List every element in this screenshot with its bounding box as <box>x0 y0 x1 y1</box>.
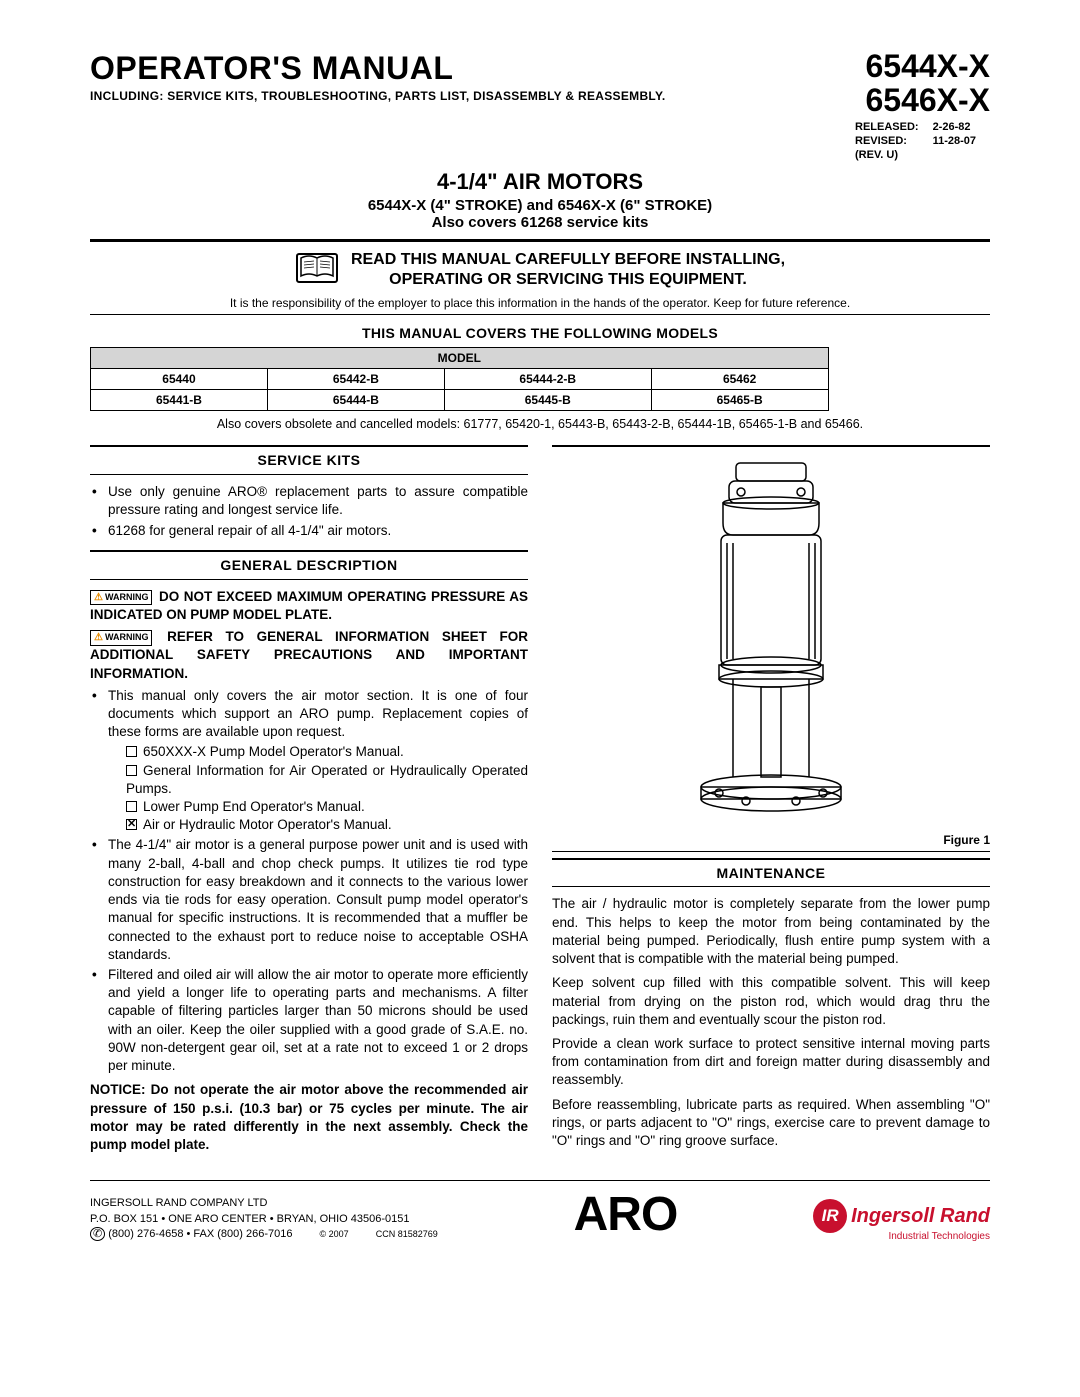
check-item: Lower Pump End Operator's Manual. <box>126 798 528 816</box>
maintenance-p2: Keep solvent cup filled with this compat… <box>552 974 990 1029</box>
released-date: 2-26-82 <box>933 121 988 133</box>
phone-icon: ✆ <box>90 1227 105 1241</box>
footer-address: P.O. BOX 151 • ONE ARO CENTER • BRYAN, O… <box>90 1212 438 1227</box>
general-list: This manual only covers the air motor se… <box>90 687 528 1076</box>
air-motor-icon <box>661 455 881 825</box>
rev-label: (REV. U) <box>855 149 931 161</box>
header-right: 6544X-X 6546X-X RELEASED:2-26-82 REVISED… <box>853 50 990 163</box>
footer: INGERSOLL RAND COMPANY LTD P.O. BOX 151 … <box>90 1180 990 1242</box>
checklist: 650XXX-X Pump Model Operator's Manual. G… <box>108 743 528 834</box>
product-sub1: 6544X-X (4" STROKE) and 6546X-X (6" STRO… <box>90 197 990 214</box>
checkbox-icon <box>126 801 137 812</box>
read-warning-line1: READ THIS MANUAL CAREFULLY BEFORE INSTAL… <box>351 250 785 270</box>
product-title: 4-1/4" AIR MOTORS <box>90 169 990 195</box>
obsolete-note: Also covers obsolete and cancelled model… <box>90 417 990 431</box>
divider <box>90 314 990 315</box>
general-warning-1: WARNING DO NOT EXCEED MAXIMUM OPERATING … <box>90 588 528 624</box>
checkbox-icon <box>126 746 137 757</box>
ingersoll-rand-logo: IR Ingersoll Rand Industrial Technologie… <box>813 1199 990 1242</box>
release-info: RELEASED:2-26-82 REVISED:11-28-07 (REV. … <box>853 119 990 163</box>
product-block: 4-1/4" AIR MOTORS 6544X-X (4" STROKE) an… <box>90 169 990 231</box>
maintenance-p3: Provide a clean work surface to protect … <box>552 1035 990 1090</box>
service-kits-list: Use only genuine ARO® replacement parts … <box>90 483 528 540</box>
service-kits-heading: SERVICE KITS <box>90 445 528 475</box>
check-item: Air or Hydraulic Motor Operator's Manual… <box>126 816 528 834</box>
models-heading: THIS MANUAL COVERS THE FOLLOWING MODELS <box>90 325 990 341</box>
list-item: This manual only covers the air motor se… <box>104 687 528 835</box>
maintenance-heading: MAINTENANCE <box>552 858 990 888</box>
maintenance-p1: The air / hydraulic motor is completely … <box>552 895 990 968</box>
footer-phone: (800) 276-4658 • FAX (800) 266-7016 <box>108 1228 292 1240</box>
warning-icon: WARNING <box>90 630 152 646</box>
content-columns: SERVICE KITS Use only genuine ARO® repla… <box>90 445 990 1156</box>
read-warning-block: READ THIS MANUAL CAREFULLY BEFORE INSTAL… <box>90 250 990 290</box>
figure-1: Figure 1 <box>552 445 990 851</box>
maintenance-body: The air / hydraulic motor is completely … <box>552 895 990 1150</box>
warning-icon: WARNING <box>90 590 152 606</box>
ir-circle-icon: IR <box>813 1199 847 1233</box>
list-item: 61268 for general repair of all 4-1/4" a… <box>104 522 528 540</box>
left-column: SERVICE KITS Use only genuine ARO® repla… <box>90 445 528 1156</box>
general-heading: GENERAL DESCRIPTION <box>90 550 528 580</box>
list-item: Filtered and oiled air will allow the ai… <box>104 966 528 1075</box>
footer-phone-line: ✆(800) 276-4658 • FAX (800) 266-7016 © 2… <box>90 1227 438 1242</box>
revised-label: REVISED: <box>855 135 931 147</box>
check-item: 650XXX-X Pump Model Operator's Manual. <box>126 743 528 761</box>
header: OPERATOR'S MANUAL INCLUDING: SERVICE KIT… <box>90 50 990 163</box>
header-left: OPERATOR'S MANUAL INCLUDING: SERVICE KIT… <box>90 50 666 103</box>
footer-ccn: CCN 81582769 <box>376 1229 438 1239</box>
responsibility-text: It is the responsibility of the employer… <box>90 296 990 310</box>
released-label: RELEASED: <box>855 121 931 133</box>
checkbox-icon <box>126 765 137 776</box>
manual-title: OPERATOR'S MANUAL <box>90 50 666 87</box>
figure-caption: Figure 1 <box>552 832 990 848</box>
right-column: Figure 1 MAINTENANCE The air / hydraulic… <box>552 445 990 1156</box>
footer-company: INGERSOLL RAND COMPANY LTD <box>90 1196 438 1211</box>
divider <box>90 239 990 242</box>
read-warning-text: READ THIS MANUAL CAREFULLY BEFORE INSTAL… <box>351 250 785 290</box>
footer-left: INGERSOLL RAND COMPANY LTD P.O. BOX 151 … <box>90 1196 438 1242</box>
maintenance-p4: Before reassembling, lubricate parts as … <box>552 1096 990 1151</box>
list-item: Use only genuine ARO® replacement parts … <box>104 483 528 519</box>
warning-text-1: DO NOT EXCEED MAXIMUM OPERATING PRESSURE… <box>90 589 528 622</box>
models-table: MODEL 65440 65442-B 65444-2-B 65462 6544… <box>90 347 990 411</box>
general-warning-2: WARNING REFER TO GENERAL INFORMATION SHE… <box>90 628 528 683</box>
warning-text-2: REFER TO GENERAL INFORMATION SHEET FOR A… <box>90 629 528 680</box>
notice-text: NOTICE: Do not operate the air motor abo… <box>90 1081 528 1154</box>
model-number-2: 6546X-X <box>853 84 990 118</box>
list-item: The 4-1/4" air motor is a general purpos… <box>104 836 528 964</box>
model-header: MODEL <box>91 348 829 369</box>
model-number-1: 6544X-X <box>853 50 990 84</box>
checkbox-checked-icon <box>126 819 137 830</box>
product-sub2: Also covers 61268 service kits <box>90 214 990 231</box>
revised-date: 11-28-07 <box>933 135 988 147</box>
footer-copyright: © 2007 <box>320 1229 349 1239</box>
ir-name: Ingersoll Rand <box>851 1205 990 1228</box>
read-warning-line2: OPERATING OR SERVICING THIS EQUIPMENT. <box>351 270 785 290</box>
book-icon <box>295 250 339 289</box>
aro-logo: ARO <box>574 1187 678 1242</box>
including-line: INCLUDING: SERVICE KITS, TROUBLESHOOTING… <box>90 89 666 103</box>
check-item: General Information for Air Operated or … <box>126 762 528 798</box>
